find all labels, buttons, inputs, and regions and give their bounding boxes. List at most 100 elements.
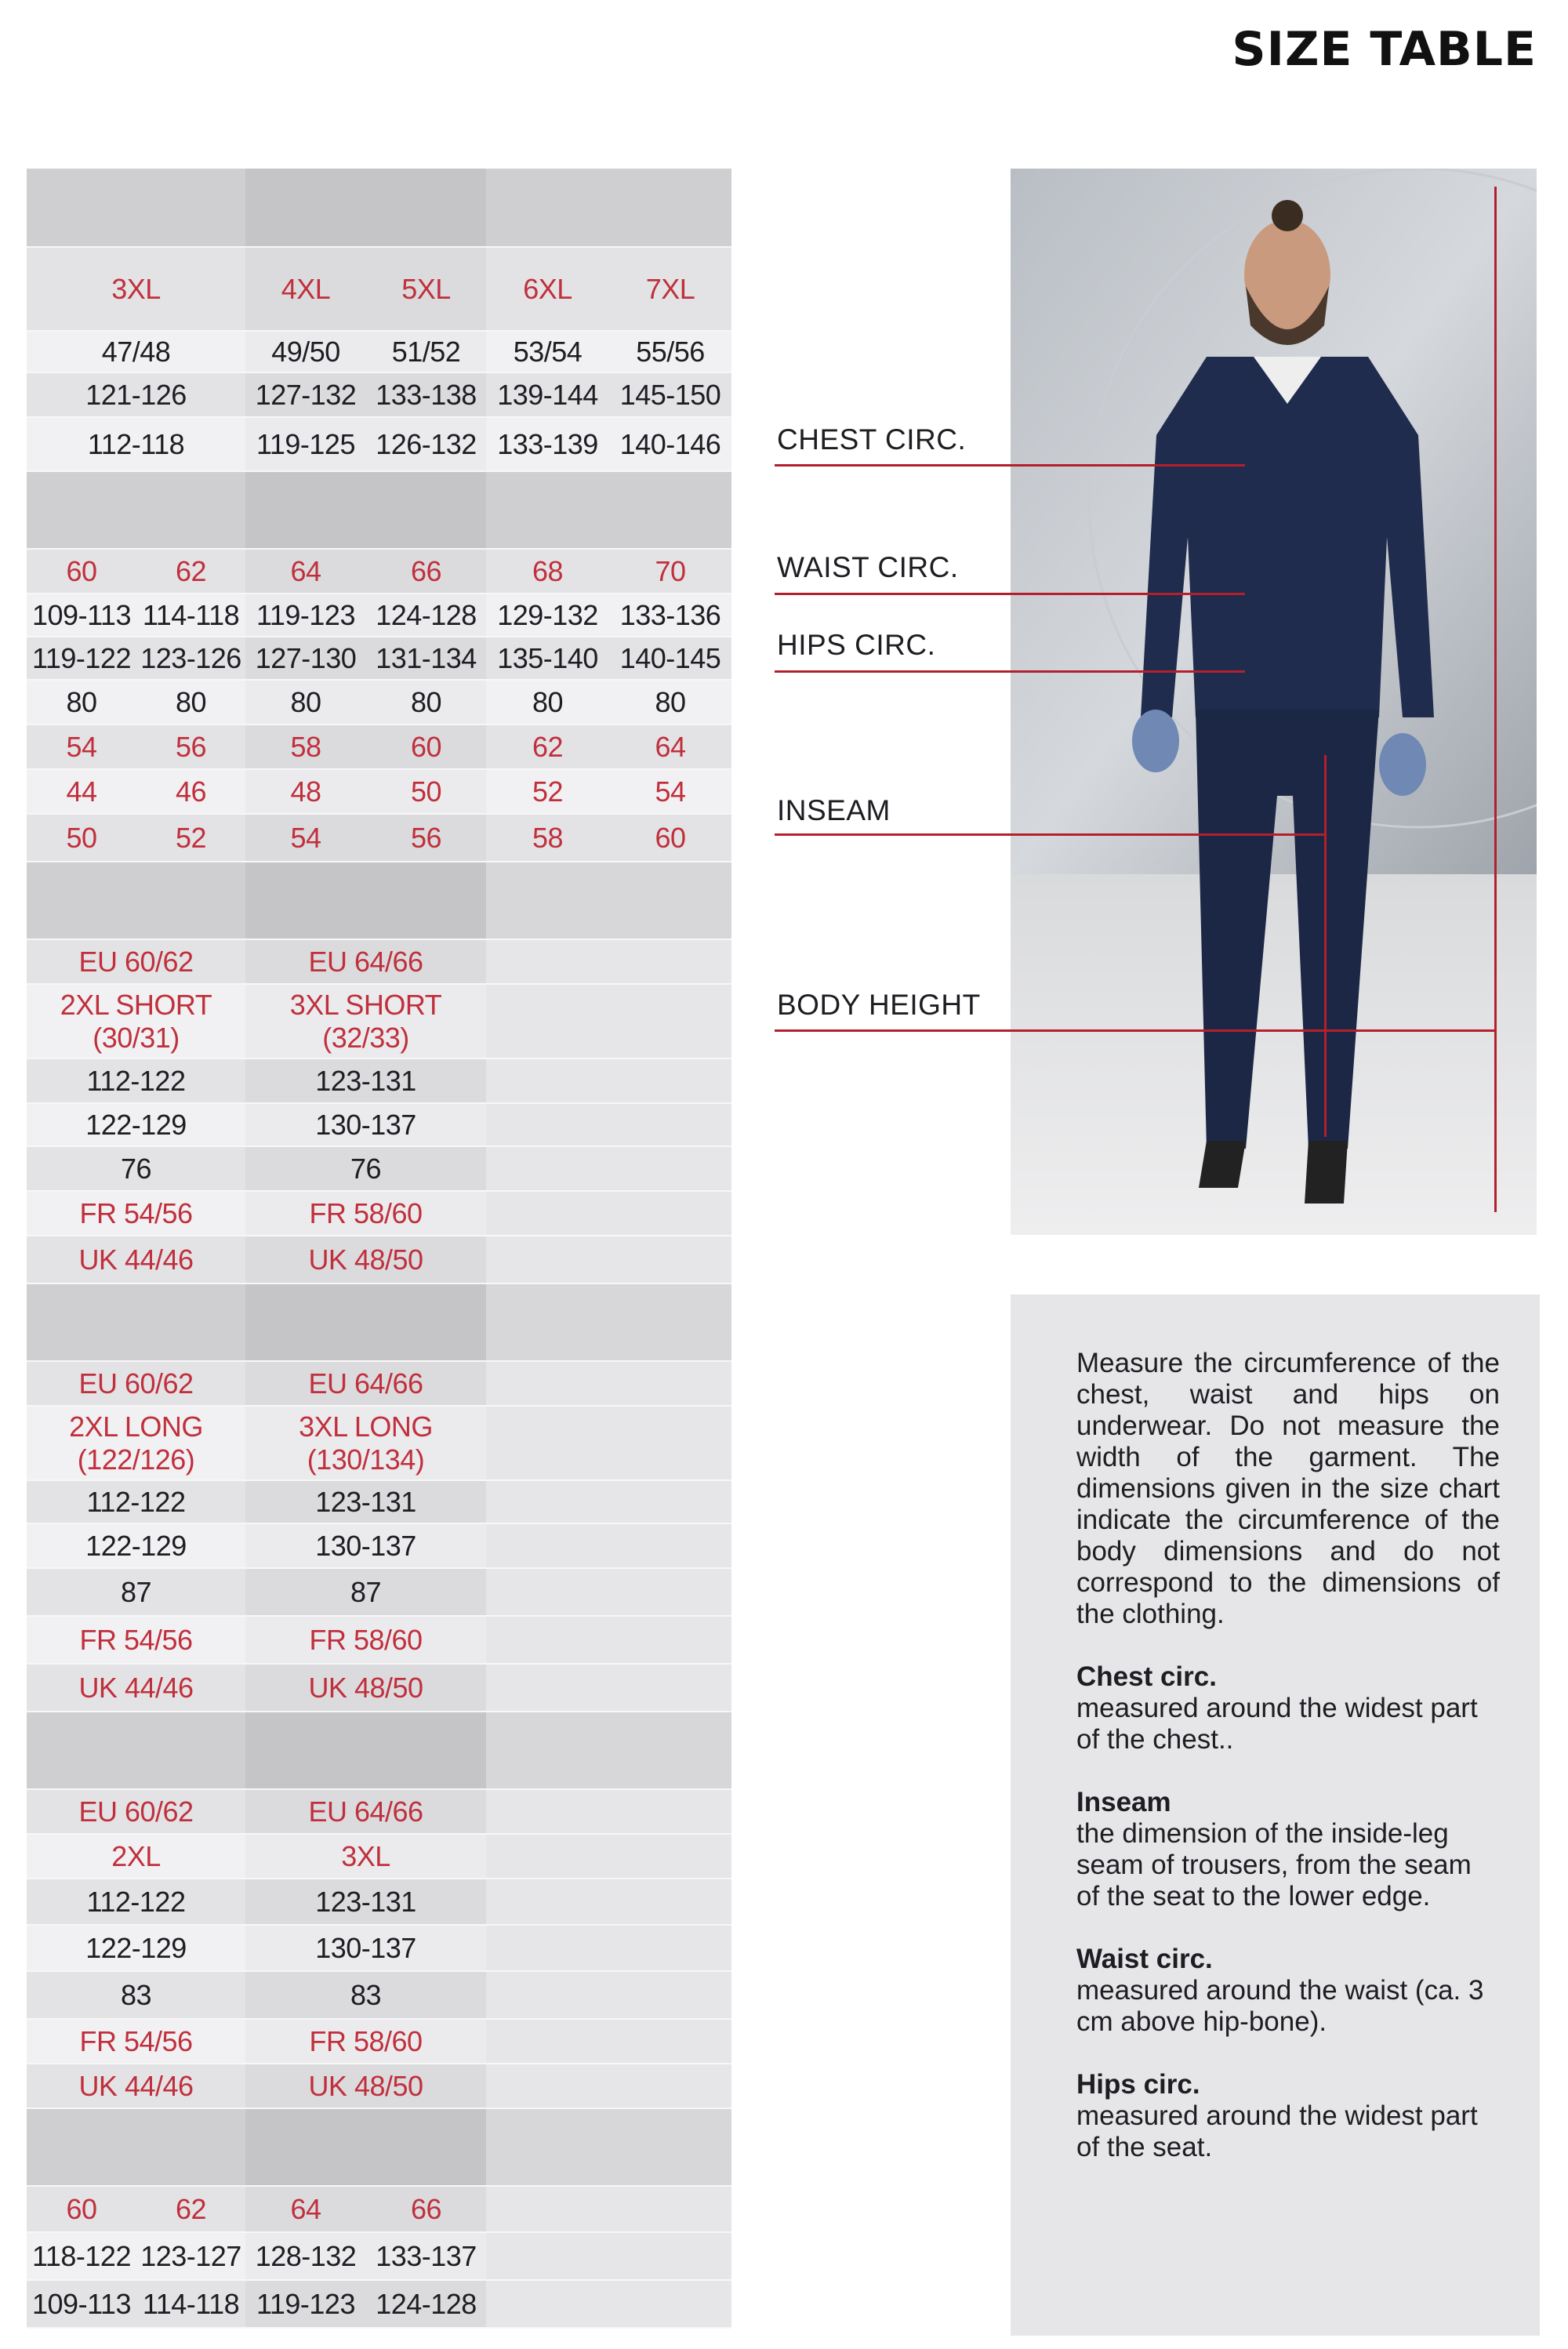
chest-circ-label: CHEST CIRC. [777, 423, 967, 456]
table-cell: 2XL [111, 1839, 161, 1872]
table-cell: FR 54/56 [79, 1623, 193, 1656]
table-cell-empty [486, 169, 731, 246]
table-cell: 124-128 [366, 594, 486, 636]
table-cell-empty [245, 2109, 486, 2185]
measuring-info-panel: Measure the circumference of the chest, … [1011, 1294, 1540, 2336]
table-cell: UK 48/50 [245, 1665, 486, 1711]
table-cell: 64 [655, 730, 686, 763]
table-cell: 3XL LONG (130/134) [245, 1407, 486, 1479]
info-term: Inseam [1076, 1787, 1171, 1817]
table-cell-empty [27, 862, 245, 939]
table-cell: 66 [366, 550, 486, 593]
table-cell: EU 60/62 [78, 1367, 194, 1400]
table-cell-empty [27, 1712, 245, 1788]
table-row: FR 54/56 FR 58/60 [27, 2020, 731, 2064]
table-cell: FR 54/56 [79, 1196, 193, 1229]
table-cell: UK 48/50 [245, 1236, 486, 1283]
table-cell: 55/56 [636, 335, 705, 368]
table-cell: UK 44/46 [78, 1243, 194, 1276]
table-cell: 123-126 [140, 641, 241, 674]
table-row: 112-118 119-125 126-132 133-139 140-146 [27, 418, 731, 472]
table-row: 47/48 49/50 51/52 53/54 55/56 [27, 332, 731, 373]
table-cell: 128-132 [245, 2233, 366, 2279]
table-cell: 118-122 [32, 2239, 131, 2272]
table-cell: FR 58/60 [245, 1192, 486, 1235]
table-cell-empty [486, 985, 731, 1058]
table-row: EU 60/62 EU 64/66 [27, 1790, 731, 1835]
table-cell: 140-146 [619, 427, 721, 460]
table-cell: 122-129 [85, 1529, 187, 1562]
table-cell: 5XL [366, 248, 486, 330]
table-row: 122-129 130-137 [27, 1926, 731, 1972]
table-cell-empty [486, 1835, 731, 1878]
table-cell: 2XL SHORT (30/31) [60, 989, 212, 1054]
table-cell: EU 60/62 [78, 1795, 194, 1828]
table-row: 112-122 123-131 [27, 1481, 731, 1524]
table-row: EU 60/62 EU 64/66 [27, 1362, 731, 1407]
table-cell-empty [486, 1712, 731, 1788]
waist-circ-label: WAIST CIRC. [777, 551, 959, 583]
table-cell: 129-132 [497, 598, 598, 631]
table-row: 122-129 130-137 [27, 1524, 731, 1569]
table-section-header [27, 472, 731, 550]
table-row: 87 87 [27, 1569, 731, 1617]
table-cell: EU 64/66 [245, 1362, 486, 1405]
table-cell-empty [486, 1407, 731, 1479]
table-cell-empty [486, 2109, 731, 2185]
table-cell: 127-130 [245, 637, 366, 679]
table-cell: 3XL SHORT (32/33) [245, 985, 486, 1058]
table-cell: 51/52 [366, 332, 486, 372]
table-row: 109-113 114-118 119-123 124-128 [27, 2281, 731, 2329]
table-cell: 123-131 [245, 1059, 486, 1102]
table-cell: 112-122 [86, 1064, 186, 1097]
table-row: 2XL 3XL [27, 1835, 731, 1879]
table-cell: 56 [175, 730, 207, 763]
table-cell: 47/48 [101, 335, 171, 368]
table-row: 83 83 [27, 1972, 731, 2020]
table-cell: 87 [245, 1569, 486, 1615]
table-cell: 123-127 [140, 2239, 241, 2272]
table-cell-empty [486, 1362, 731, 1405]
table-cell: 133-137 [366, 2233, 486, 2279]
table-cell-empty [486, 1284, 731, 1360]
table-cell: EU 64/66 [245, 1790, 486, 1833]
table-row: 118-122 123-127 128-132 133-137 [27, 2233, 731, 2281]
table-cell: FR 58/60 [245, 1617, 486, 1663]
table-cell: 114-118 [142, 598, 240, 631]
table-cell-empty [486, 2064, 731, 2108]
table-cell: 133-138 [366, 373, 486, 416]
inseam-vertical-line [1324, 755, 1327, 1137]
table-row: 80 80 80 80 80 80 [27, 681, 731, 725]
table-cell: 62 [175, 554, 207, 587]
info-desc: measured around the waist (ca. 3 cm abov… [1076, 1975, 1484, 2037]
table-cell: 119-125 [245, 418, 366, 470]
table-row: 60 62 64 66 68 70 [27, 550, 731, 594]
table-row: 2XL SHORT (30/31) 3XL SHORT (32/33) [27, 985, 731, 1059]
table-cell: 135-140 [497, 641, 598, 674]
table-cell: 87 [120, 1575, 152, 1608]
table-cell-empty [27, 472, 245, 548]
table-cell: 64 [245, 2187, 366, 2231]
table-row: UK 44/46 UK 48/50 [27, 1236, 731, 1284]
table-row: EU 60/62 EU 64/66 [27, 940, 731, 985]
table-cell-empty [245, 1284, 486, 1360]
table-cell: 122-129 [85, 1931, 187, 1964]
table-cell: 80 [655, 685, 686, 718]
table-cell: 52 [175, 821, 207, 854]
chest-line [775, 464, 1245, 467]
table-cell-empty [486, 1665, 731, 1711]
info-item-hips: Hips circ. measured around the widest par… [1076, 2069, 1500, 2163]
info-desc: measured around the widest part of the s… [1076, 2100, 1478, 2162]
table-cell: 48 [245, 770, 366, 813]
table-cell: 140-145 [619, 641, 721, 674]
table-cell: 119-122 [32, 641, 131, 674]
table-cell: 54 [245, 815, 366, 861]
table-cell: 121-126 [85, 378, 187, 411]
body-height-vertical-line [1494, 187, 1497, 1212]
table-row: 122-129 130-137 [27, 1104, 731, 1147]
table-cell-empty [486, 1569, 731, 1615]
table-cell: 80 [245, 681, 366, 724]
table-cell-empty [486, 1236, 731, 1283]
table-section-header [27, 1712, 731, 1790]
table-row: 60 62 64 66 [27, 2187, 731, 2233]
